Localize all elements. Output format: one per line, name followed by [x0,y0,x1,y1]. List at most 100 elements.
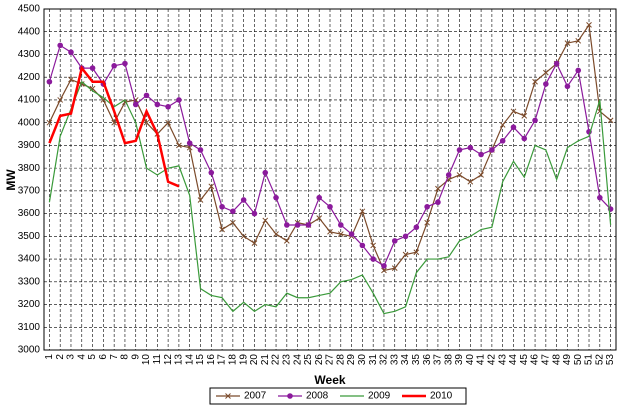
y-tick-label: 3600 [18,208,41,219]
point [381,263,387,269]
point [402,233,409,240]
x-tick-label: 51 [584,354,595,366]
legend-label: 2009 [368,391,391,402]
x-tick-label: 40 [465,354,476,366]
x-tick-label: 9 [130,354,141,360]
point [186,140,193,146]
x-tick-label: 50 [573,354,584,366]
x-tick-label: 35 [411,354,422,366]
x-axis-title: Week [314,373,345,387]
point [564,40,571,46]
point [240,197,247,203]
point [597,194,603,201]
x-tick-label: 26 [314,354,325,366]
point [197,197,204,203]
point [478,172,484,178]
x-tick-label: 8 [120,354,131,360]
y-tick-label: 4300 [18,49,41,60]
point [143,92,150,99]
point [197,147,204,153]
x-tick-label: 52 [594,354,605,366]
point [89,65,96,71]
x-tick-label: 5 [87,354,98,360]
point [154,101,161,108]
x-tick-label: 10 [141,354,152,366]
y-tick-label: 3400 [18,254,41,265]
point [111,63,117,69]
point [165,119,171,126]
point [273,231,279,237]
point [337,222,344,228]
x-tick-label: 19 [238,354,249,366]
x-tick-label: 31 [368,354,379,366]
point [186,144,193,151]
x-tick-label: 32 [379,354,390,366]
y-axis-title: MW [4,169,18,191]
x-tick-label: 1 [44,354,55,360]
x-tick-label: 4 [76,354,87,360]
x-tick-label: 20 [249,354,260,366]
y-tick-label: 3300 [18,276,41,287]
point [46,119,53,126]
point [262,217,269,224]
point [111,119,118,126]
point [219,203,225,210]
point [532,78,538,85]
x-tick-label: 14 [184,354,195,366]
series-line [48,65,180,188]
x-tick-label: 24 [292,354,303,366]
x-tick-label: 6 [98,354,109,360]
point [132,101,139,108]
point [424,219,430,226]
point [251,240,258,247]
point [499,138,506,144]
point [262,169,269,176]
point [391,265,398,272]
point [283,238,290,244]
x-tick-label: 28 [335,354,346,366]
x-tick-label: 16 [206,354,217,366]
x-tick-label: 47 [540,354,551,366]
point [510,124,517,131]
point [521,135,528,142]
x-tick-label: 25 [303,354,314,366]
y-tick-label: 4000 [18,117,41,128]
point [391,238,398,244]
y-tick-label: 3900 [18,140,41,151]
point [359,208,366,215]
x-tick-label: 3 [66,354,77,360]
x-tick-label: 29 [346,354,357,366]
legend-label: 2007 [244,391,267,402]
point [467,178,474,185]
point [89,85,96,92]
point [402,251,409,258]
point [575,37,582,44]
y-tick-label: 4500 [18,4,41,15]
point [284,222,290,228]
point [521,112,528,119]
x-tick-label: 2 [55,354,66,360]
x-tick-label: 27 [325,354,336,366]
x-tick-label: 33 [389,354,400,366]
x-tick-label: 15 [195,354,206,366]
x-tick-label: 37 [433,354,444,366]
y-tick-label: 4200 [18,72,41,83]
x-tick-label: 38 [443,354,454,366]
point [543,81,549,87]
point [435,199,441,206]
y-tick-label: 3000 [18,345,41,356]
x-tick-label: 12 [163,354,174,366]
point [230,219,236,226]
point [607,117,614,124]
point [100,97,107,103]
point [57,97,64,103]
point [532,117,538,124]
legend-marker [225,393,231,399]
x-tick-label: 41 [476,354,487,366]
point [219,226,225,233]
x-tick-label: 21 [260,354,271,366]
point [208,183,215,190]
x-tick-label: 42 [487,354,498,366]
point [208,169,215,176]
